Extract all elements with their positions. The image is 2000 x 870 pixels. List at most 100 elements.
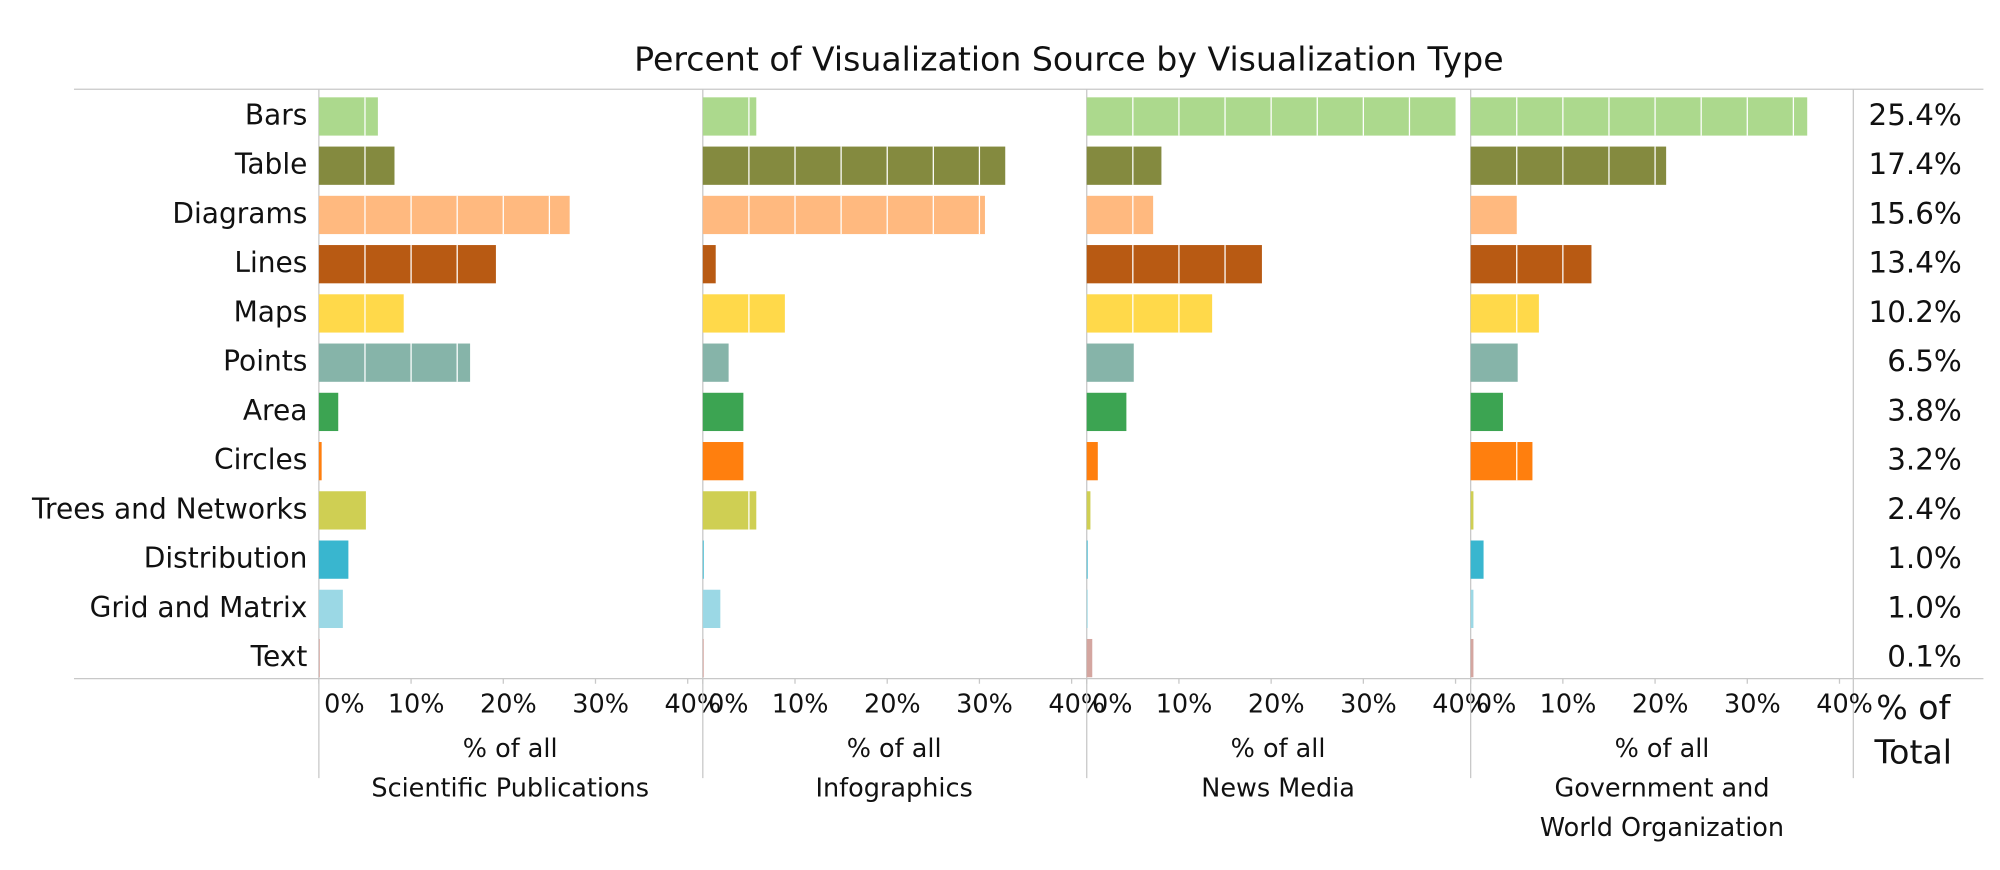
chart-title: Percent of Visualization Source by Visua…: [634, 40, 1503, 79]
x-tick-label: 40%: [664, 689, 721, 719]
totals-header: Total: [1874, 732, 1952, 771]
x-tick-label: 30%: [572, 689, 629, 719]
bar: [318, 195, 570, 235]
bar: [1086, 195, 1154, 235]
x-tick-label: 30%: [956, 689, 1013, 719]
x-axis-label: % of all: [463, 734, 558, 764]
total-label: 1.0%: [1887, 590, 1962, 624]
x-axis-label: % of all: [1231, 734, 1326, 764]
x-tick-label: 10%: [1156, 689, 1213, 719]
total-label: 25.4%: [1869, 98, 1962, 132]
x-tick-label: 20%: [480, 689, 537, 719]
x-tick-label: 30%: [1340, 689, 1397, 719]
x-axis-label: Scientific Publications: [371, 774, 649, 804]
bar: [318, 245, 496, 284]
bar: [702, 589, 721, 629]
x-tick-label: 20%: [1632, 689, 1689, 719]
category-label: Table: [234, 148, 308, 181]
bar: [1470, 442, 1533, 481]
bar: [1470, 146, 1667, 185]
x-axis-label: Government and: [1554, 774, 1769, 804]
category-label: Maps: [234, 295, 308, 328]
x-tick-label: 20%: [1248, 689, 1305, 719]
x-tick-label: 10%: [1540, 689, 1597, 719]
bar: [702, 294, 785, 333]
totals-header: % of: [1876, 688, 1951, 727]
bar: [702, 195, 985, 235]
bar: [702, 442, 744, 481]
bar: [1470, 392, 1503, 432]
bar: [1086, 589, 1088, 629]
bar: [1086, 146, 1162, 185]
x-tick-label: 10%: [388, 689, 445, 719]
bar: [702, 146, 1006, 185]
x-tick-label: 10%: [772, 689, 829, 719]
bar: [1470, 245, 1592, 284]
bar: [1470, 97, 1808, 136]
bar: [1086, 491, 1091, 530]
x-tick-label: 0%: [708, 689, 748, 719]
total-label: 1.0%: [1887, 541, 1962, 575]
bar: [318, 491, 366, 530]
bar: [702, 245, 716, 284]
bar: [702, 392, 744, 432]
x-tick-label: 30%: [1724, 689, 1781, 719]
category-label: Bars: [245, 98, 308, 131]
category-label: Text: [250, 640, 308, 673]
x-tick-label: 0%: [1476, 689, 1516, 719]
bar: [1470, 638, 1474, 678]
x-tick-label: 40%: [1816, 689, 1873, 719]
bar: [318, 146, 395, 185]
bar: [1470, 491, 1474, 530]
bar: [318, 442, 322, 481]
bar: [1086, 392, 1127, 432]
bar: [1086, 540, 1088, 579]
bar: [1470, 294, 1539, 333]
x-tick-label: 20%: [864, 689, 921, 719]
bar: [702, 540, 704, 579]
total-label: 15.6%: [1869, 196, 1962, 230]
category-label: Circles: [214, 443, 307, 476]
bar: [1470, 540, 1484, 579]
bar: [1086, 442, 1098, 481]
bar: [1086, 245, 1262, 284]
bar: [318, 294, 404, 333]
total-label: 0.1%: [1887, 640, 1962, 674]
bar: [702, 343, 729, 382]
total-label: 13.4%: [1869, 246, 1962, 280]
category-label: Area: [243, 394, 308, 427]
x-tick-label: 40%: [1048, 689, 1105, 719]
x-axis-label: Infographics: [815, 774, 972, 804]
bar: [318, 540, 349, 579]
bar: [702, 97, 757, 136]
category-label: Trees and Networks: [31, 492, 307, 525]
bar: [318, 97, 378, 136]
x-axis-label: News Media: [1201, 774, 1355, 804]
category-label: Diagrams: [172, 197, 307, 230]
bar: [1470, 343, 1518, 382]
x-tick-label: 0%: [1092, 689, 1132, 719]
total-label: 2.4%: [1887, 492, 1962, 526]
bar: [1086, 638, 1093, 678]
x-axis-label: % of all: [847, 734, 942, 764]
total-label: 6.5%: [1887, 344, 1962, 378]
bar: [318, 343, 471, 382]
bar: [702, 638, 704, 678]
bar: [1086, 343, 1134, 382]
bar: [1470, 589, 1474, 629]
bar: [1470, 195, 1517, 235]
x-axis-label: % of all: [1615, 734, 1710, 764]
total-label: 10.2%: [1869, 295, 1962, 329]
total-label: 3.8%: [1887, 393, 1962, 427]
x-tick-label: 40%: [1432, 689, 1489, 719]
category-label: Grid and Matrix: [90, 591, 308, 624]
category-label: Distribution: [144, 542, 308, 575]
x-tick-label: 0%: [324, 689, 364, 719]
bar: [318, 638, 320, 678]
x-axis-label: World Organization: [1540, 813, 1784, 843]
category-label: Points: [223, 345, 307, 378]
bar: [318, 392, 339, 432]
total-label: 17.4%: [1869, 147, 1962, 181]
bar: [1086, 294, 1213, 333]
